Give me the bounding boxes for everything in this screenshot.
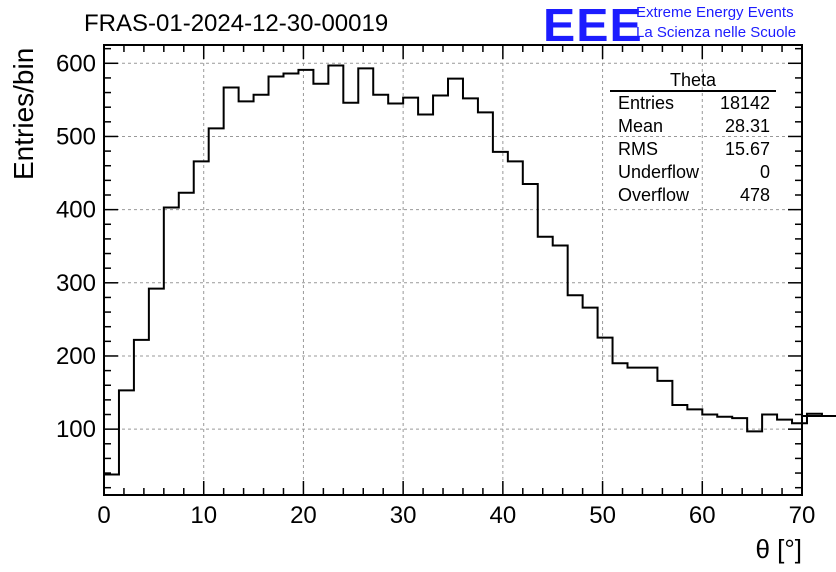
y-tick-label: 200: [56, 343, 96, 370]
plot-frame: [103, 44, 803, 496]
x-tick-label: 60: [689, 502, 716, 529]
eee-logo: EEE: [543, 0, 643, 51]
stats-title: Theta: [610, 70, 776, 92]
y-tick-label: 500: [56, 123, 96, 150]
y-tick-label: 400: [56, 197, 96, 224]
grid-lines: [104, 45, 802, 495]
stats-label: Overflow: [618, 185, 690, 205]
axis-ticks: [103, 45, 803, 495]
y-tick-label: 300: [56, 270, 96, 297]
stats-label: Mean: [618, 116, 664, 136]
stats-row-underflow: Underflow 0: [610, 161, 776, 184]
stats-row-overflow: Overflow 478: [610, 184, 776, 207]
x-tick-label: 50: [589, 502, 616, 529]
x-axis-label: θ [°]: [755, 534, 802, 564]
stats-value: 478: [739, 185, 770, 205]
stats-label: Underflow: [618, 162, 700, 182]
chart-title: FRAS-01-2024-12-30-00019: [84, 10, 389, 37]
x-tick-label: 30: [390, 502, 417, 529]
stats-row-mean: Mean 28.31: [610, 115, 776, 138]
stats-value: 18142: [719, 93, 770, 113]
stats-row-rms: RMS 15.67: [610, 138, 776, 161]
logo-line-2: La Scienza nelle Scuole: [636, 24, 797, 41]
histogram-outline: [103, 64, 836, 495]
x-tick-label: 0: [97, 502, 110, 529]
stats-value: 0: [759, 162, 770, 182]
x-tick-label: 10: [190, 502, 217, 529]
stats-row-entries: Entries 18142: [610, 92, 776, 115]
tick-labels: 0 10 20 30 40 50 60 70 100 200 300 400 500 600: [56, 50, 815, 529]
y-tick-label: 100: [56, 416, 96, 443]
y-axis-label: Entries/bin: [8, 47, 39, 180]
stats-box: Theta Entries 18142 Mean 28.31 RMS 15.67…: [610, 70, 776, 207]
x-tick-label: 70: [789, 502, 816, 529]
logo-line-1: Extreme Energy Events: [636, 4, 794, 21]
y-tick-label: 600: [56, 50, 96, 77]
stats-label: RMS: [618, 139, 658, 159]
x-tick-label: 20: [290, 502, 317, 529]
stats-value: 28.31: [724, 116, 770, 136]
stats-label: Entries: [618, 93, 675, 113]
x-tick-label: 40: [490, 502, 517, 529]
stats-value: 15.67: [724, 139, 770, 159]
